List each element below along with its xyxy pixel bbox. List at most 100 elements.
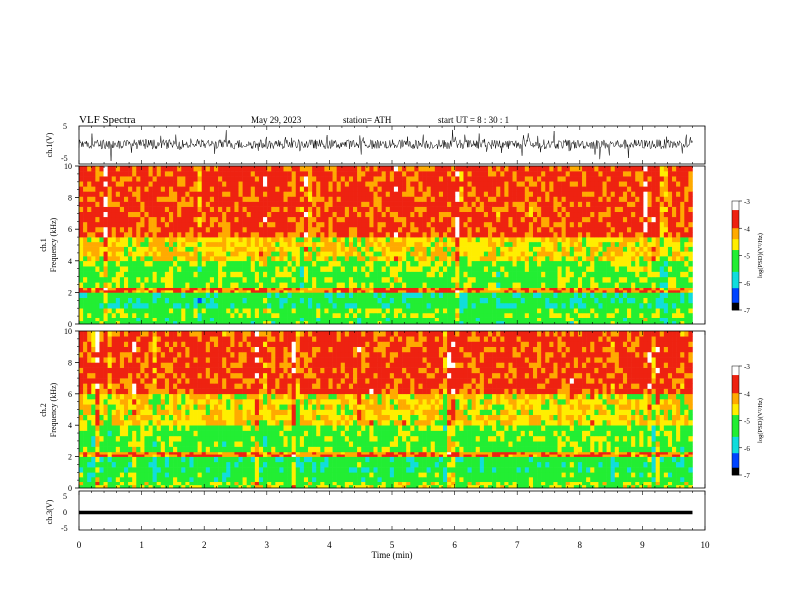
spectrogram-cell-326 xyxy=(185,312,190,318)
spectrogram-cell-2722 xyxy=(168,237,174,243)
spectrogram-cell-971 xyxy=(369,292,374,298)
spectrogram-cell-2238 xyxy=(643,256,648,262)
spectrogram-cell-807 xyxy=(312,297,317,304)
spectrogram-cell-2100 xyxy=(79,256,84,262)
spectrogram-cell-2499 xyxy=(483,246,489,252)
spectrogram-cell-1734 xyxy=(422,271,427,278)
spectrogram-cell-4070 xyxy=(160,191,166,197)
spectrogram-cell-3117 xyxy=(557,226,562,233)
spectrogram-cell-2090 xyxy=(651,260,656,267)
spectrogram-cell-1592 xyxy=(455,276,460,283)
spectrogram-cell-4455 xyxy=(508,181,513,187)
spectrogram-cell-3548 xyxy=(479,211,485,218)
spectrogram-cell-4050 xyxy=(79,191,84,197)
spectrogram-cell-4259 xyxy=(320,186,325,192)
spectrogram-cell-4653 xyxy=(91,171,96,177)
freq-tick-label-0: 0 xyxy=(68,320,72,329)
spectrogram-cell-2304 xyxy=(299,251,305,257)
spectrogram-cell-1625 xyxy=(590,276,595,283)
spectrogram-cell-3737 xyxy=(639,206,644,213)
spectrogram-cell-513 xyxy=(336,308,342,314)
spectrogram-cell-2201 xyxy=(492,256,497,262)
spectrogram-cell-4898 xyxy=(479,166,485,172)
spectrogram-cell-388 xyxy=(438,312,444,318)
spectrogram-cell-2680 xyxy=(610,241,616,247)
spectrogram-cell-692 xyxy=(455,302,460,309)
spectrogram-cell-3299 xyxy=(688,221,693,228)
spectrogram-cell-1299 xyxy=(483,287,489,291)
spectrogram-cell-2460 xyxy=(324,246,329,252)
spectrogram-cell-1204 xyxy=(95,287,100,291)
spectrogram-cell-2829 xyxy=(606,237,611,243)
spectrogram-cell-2674 xyxy=(586,241,591,247)
spectrogram-cell-3091 xyxy=(451,226,456,233)
spectrogram-cell-211 xyxy=(328,317,333,322)
spectrogram-cell-2147 xyxy=(271,256,276,262)
spectrogram-cell-4814 xyxy=(136,166,141,172)
spectrogram-cell-2631 xyxy=(410,241,415,247)
spectrogram-cell-878 xyxy=(602,297,607,304)
spectrogram-cell-4784 xyxy=(627,171,632,177)
spectrogram-cell-4132 xyxy=(414,191,419,197)
spectrogram-cell-3828 xyxy=(398,201,403,207)
spectrogram-cell-2579 xyxy=(197,241,202,247)
spectrogram-cell-645 xyxy=(263,302,268,309)
spectrogram-cell-4588 xyxy=(438,176,444,182)
spectrogram-cell-29 xyxy=(197,320,202,325)
spectrogram-cell-3972 xyxy=(373,196,378,202)
spectrogram-cell-3996 xyxy=(471,196,477,202)
spectrogram-cell-691 xyxy=(451,302,456,309)
spectrogram-cell-2316 xyxy=(348,251,354,257)
spectrogram-cell-3718 xyxy=(561,206,566,213)
spectrogram-cell-3254 xyxy=(504,221,509,228)
spectrogram-cell-801 xyxy=(287,297,292,304)
spectrogram-cell-4316 xyxy=(553,186,558,192)
spectrogram-cell-4474 xyxy=(586,181,591,187)
spectrogram-cell-3584 xyxy=(627,211,632,218)
spectrogram-cell-2223 xyxy=(582,256,587,262)
spectrogram-cell-3908 xyxy=(111,196,117,202)
spectrogram-cell-3973 xyxy=(377,196,382,202)
spectrogram-cell-2033 xyxy=(418,260,423,267)
spectrogram-cell-4043 xyxy=(663,196,669,202)
spectrogram-cell-4007 xyxy=(516,196,522,202)
spectrogram-cell-1136 xyxy=(430,290,436,293)
spectrogram-cell-738 xyxy=(643,302,648,309)
spectrogram-cell-3891 xyxy=(655,201,661,207)
spectrogram-cell-3375 xyxy=(385,216,391,223)
spectrogram-cell-445 xyxy=(672,312,677,318)
spectrogram-cell-4257 xyxy=(312,186,317,192)
spectrogram-cell-370 xyxy=(365,312,370,318)
spectrogram-cell-2004 xyxy=(299,260,305,267)
spectrogram-cell-1708 xyxy=(316,271,321,278)
spectrogram-cell-3688 xyxy=(438,206,444,213)
spectrogram-cell-4839 xyxy=(238,166,243,172)
spectrogram-cell-3400 xyxy=(487,216,493,223)
spectrogram-cell-3282 xyxy=(618,221,624,228)
spectrogram-cell-3640 xyxy=(242,206,247,213)
spectrogram-cell-4312 xyxy=(537,186,542,192)
spectrogram-cell-3429 xyxy=(606,216,611,223)
spectrogram-cell-3539 xyxy=(443,211,448,218)
spectrogram-cell-4439 xyxy=(443,181,448,187)
spectrogram-cell-1709 xyxy=(320,271,325,278)
spectrogram-cell-4513 xyxy=(132,176,137,182)
spectrogram-cell-1628 xyxy=(602,276,607,283)
spectrogram-cell-4101 xyxy=(287,191,292,197)
spectrogram-cell-3058 xyxy=(316,226,321,233)
spectrogram-cell-4712 xyxy=(332,171,337,177)
spectrogram-cell-4642 xyxy=(659,176,665,182)
spectrogram-cell-982 xyxy=(414,292,419,298)
spectrogram-cell-1222 xyxy=(168,287,174,291)
spectrogram-cell-3053 xyxy=(295,226,301,233)
spectrogram-cell-636 xyxy=(226,302,231,309)
spectrogram-cell-934 xyxy=(218,292,223,298)
spectrogram-cell-4061 xyxy=(123,191,129,197)
spectrogram-cell-783 xyxy=(213,297,219,304)
spectrogram-cell-2488 xyxy=(438,246,444,252)
spectrogram-cell-112 xyxy=(537,320,542,325)
spectrogram-cell-712 xyxy=(537,302,542,309)
spectrogram-cell-3079 xyxy=(402,226,407,233)
spectrogram-cell-870 xyxy=(569,297,575,304)
spectrogram-cell-1342 xyxy=(659,287,665,291)
